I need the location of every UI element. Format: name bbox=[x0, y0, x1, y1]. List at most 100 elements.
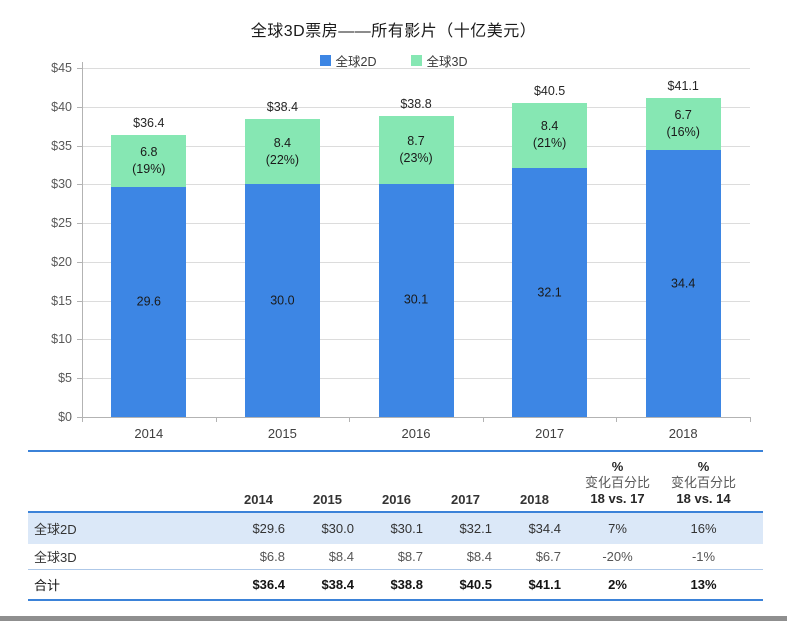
table-rule-thin bbox=[28, 569, 763, 570]
bar-segment-2d bbox=[378, 183, 454, 417]
table-row-label: 全球2D bbox=[34, 522, 77, 537]
legend-swatch-2d-icon bbox=[319, 55, 331, 66]
y-axis-tick bbox=[77, 417, 82, 418]
y-axis-tick-label: $25 bbox=[51, 216, 72, 231]
table-header-year: 2018 bbox=[520, 492, 549, 507]
y-axis-tick-label: $10 bbox=[51, 332, 72, 347]
y-axis-tick-label: $15 bbox=[51, 293, 72, 308]
table-cell-value: $38.8 bbox=[390, 577, 423, 592]
y-axis-tick bbox=[77, 378, 82, 380]
bar-total-label: $41.1 bbox=[667, 79, 699, 94]
x-axis-category-label: 2016 bbox=[401, 426, 431, 441]
bar-segment-3d bbox=[244, 119, 320, 185]
table-cell-pct: 16% bbox=[690, 521, 717, 536]
y-axis-tick bbox=[77, 339, 82, 341]
table-cell-pct: 7% bbox=[608, 521, 627, 536]
bar-segment-2d bbox=[645, 150, 721, 417]
table-cell-value: $6.8 bbox=[259, 549, 285, 564]
y-axis-tick-label: $20 bbox=[51, 254, 72, 269]
table-cell-value: $34.4 bbox=[528, 521, 561, 536]
bar-label-3d: 8.4 (22%) bbox=[265, 135, 300, 167]
bar-segment-2d bbox=[244, 184, 320, 417]
legend-item-2d: 全球2D bbox=[319, 51, 377, 70]
table-header-pct-col: % 变化百分比 18 vs. 17 bbox=[584, 459, 650, 506]
table-cell-value: $30.0 bbox=[321, 521, 354, 536]
bar-label-3d: 6.8 (19%) bbox=[132, 145, 166, 177]
legend-label-3d: 全球3D bbox=[426, 55, 468, 69]
chart-legend: 全球2D 全球3D bbox=[0, 51, 787, 70]
y-axis-tick-label: $45 bbox=[51, 61, 72, 75]
bar-segment-3d bbox=[645, 98, 721, 151]
table-rule-bottom bbox=[28, 599, 763, 601]
table-cell-pct: 2% bbox=[608, 577, 627, 592]
table-header-row: 2014 2015 2016 2017 2018 % 变化百分比 18 vs. 17 % 变化… bbox=[28, 452, 763, 511]
data-table: 2014 2015 2016 2017 2018 % 变化百分比 18 vs. 17 % 变化… bbox=[28, 450, 763, 601]
table-header-year: 2015 bbox=[313, 492, 342, 507]
table-cell-value: $30.1 bbox=[390, 521, 423, 536]
bar-total-label: $38.4 bbox=[266, 100, 299, 115]
x-axis-category-label: 2014 bbox=[134, 426, 164, 441]
bar-label-2d: 30.0 bbox=[270, 293, 295, 308]
bar-segment-3d bbox=[111, 134, 187, 188]
bar-segment-3d bbox=[378, 116, 454, 184]
table-row: 全球2D $29.6 $30.0 $30.1 $32.1 $34.4 7% 16% bbox=[28, 513, 763, 544]
bar-segment-2d bbox=[111, 187, 187, 417]
table-cell-value: $6.7 bbox=[535, 549, 561, 564]
y-axis-tick bbox=[77, 68, 82, 69]
table-cell-value: $8.4 bbox=[328, 549, 354, 564]
y-axis-line bbox=[82, 62, 83, 418]
table-cell-pct: -20% bbox=[602, 549, 633, 564]
x-axis-tick bbox=[750, 417, 751, 422]
bar-total-label: $36.4 bbox=[133, 115, 165, 130]
bar-segment-3d bbox=[512, 102, 588, 169]
table-cell-pct: -1% bbox=[691, 549, 716, 564]
bar-label-2d: 32.1 bbox=[537, 285, 562, 300]
table-header-year: 2017 bbox=[451, 492, 480, 507]
y-axis-tick-label: $5 bbox=[58, 371, 72, 386]
table-row-label: 全球3D bbox=[34, 550, 77, 565]
y-axis-tick-label: $40 bbox=[51, 99, 72, 114]
x-axis-category-label: 2017 bbox=[535, 426, 565, 441]
chart-title: 全球3D票房——所有影片（十亿美元） bbox=[250, 23, 537, 40]
legend-swatch-3d-icon bbox=[410, 55, 422, 66]
bar-label-2d: 29.6 bbox=[136, 294, 161, 309]
y-axis-tick bbox=[77, 184, 82, 186]
table-rule-header bbox=[28, 511, 763, 513]
bar-label-3d: 6.7 (16%) bbox=[666, 108, 700, 140]
table-cell-value: $41.1 bbox=[528, 577, 561, 592]
table-cell-value: $29.6 bbox=[252, 521, 285, 536]
x-axis-tick bbox=[616, 417, 618, 422]
y-axis-tick-label: $35 bbox=[51, 138, 72, 153]
y-axis-tick bbox=[77, 106, 82, 108]
bar-label-2d: 30.1 bbox=[403, 292, 429, 307]
bar-label-2d: 34.4 bbox=[671, 276, 696, 291]
table-rule-top bbox=[28, 450, 763, 452]
table-cell-value: $36.4 bbox=[252, 577, 285, 592]
y-axis-tick bbox=[77, 223, 82, 225]
x-axis-category-label: 2015 bbox=[267, 426, 297, 441]
table-cell-value: $40.5 bbox=[459, 577, 492, 592]
gridline bbox=[82, 106, 750, 108]
table-row-label: 合计 bbox=[34, 578, 61, 593]
legend-label-2d: 全球2D bbox=[335, 55, 377, 69]
table-cell-value: $8.4 bbox=[466, 549, 492, 564]
table-header-year: 2016 bbox=[382, 492, 411, 507]
table-header-year: 2014 bbox=[244, 492, 273, 507]
table-cell-value: $38.4 bbox=[321, 577, 354, 592]
bar-segment-2d bbox=[512, 168, 588, 417]
window-bottom-edge bbox=[0, 616, 787, 621]
y-axis-tick bbox=[77, 145, 82, 147]
y-axis-tick bbox=[77, 261, 82, 263]
bar-total-label: $40.5 bbox=[533, 83, 566, 98]
y-axis-tick bbox=[77, 300, 82, 302]
x-axis-tick bbox=[349, 417, 351, 422]
table-cell-value: $32.1 bbox=[459, 521, 492, 536]
bar-label-3d: 8.4 (21%) bbox=[532, 119, 567, 151]
x-axis-line bbox=[82, 417, 750, 418]
table-cell-value: $8.7 bbox=[397, 549, 423, 564]
table-cell-pct: 13% bbox=[690, 577, 717, 592]
table-row: 全球3D $6.8 $8.4 $8.7 $8.4 $6.7 -20% -1% bbox=[28, 544, 763, 569]
x-axis-tick bbox=[82, 417, 83, 422]
legend-item-3d: 全球3D bbox=[410, 51, 468, 70]
